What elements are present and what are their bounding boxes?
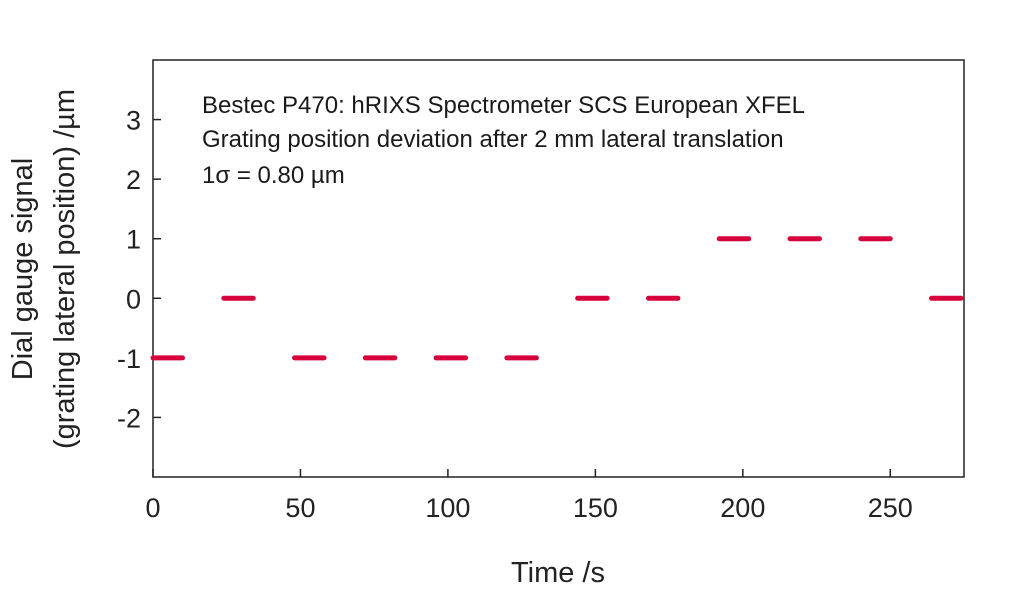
y-tick-label: 2	[126, 165, 141, 195]
x-tick-label: 0	[145, 493, 160, 523]
y-tick-label: -2	[117, 403, 141, 433]
x-axis-title: Time /s	[511, 557, 605, 589]
y-tick-label: 3	[126, 106, 141, 136]
annotation-title: Bestec P470: hRIXS Spectrometer SCS Euro…	[202, 92, 805, 119]
y-axis-ticks: -2 -1 0 1 2 3	[117, 106, 161, 433]
y-tick-label: 0	[126, 284, 141, 314]
x-tick-label: 50	[285, 493, 315, 523]
x-tick-label: 100	[425, 493, 470, 523]
y-axis-title-line-1: Dial gauge signal	[7, 158, 39, 380]
x-tick-label: 200	[720, 493, 765, 523]
plot-frame	[152, 59, 965, 478]
y-axis-title-line-2: (grating lateral position) /µm	[49, 89, 81, 449]
y-tick-label: 1	[126, 225, 141, 255]
annotation-sigma: 1σ = 0.80 µm	[202, 162, 345, 189]
x-tick-label: 250	[868, 493, 913, 523]
x-axis-ticks: 0 50 100 150 200 250	[145, 469, 913, 523]
x-tick-label: 150	[573, 493, 618, 523]
annotation-description: Grating position deviation after 2 mm la…	[202, 126, 784, 153]
y-axis-title: Dial gauge signal (grating lateral posit…	[7, 89, 81, 449]
y-tick-label: -1	[117, 344, 141, 374]
data-marks	[150, 236, 964, 361]
